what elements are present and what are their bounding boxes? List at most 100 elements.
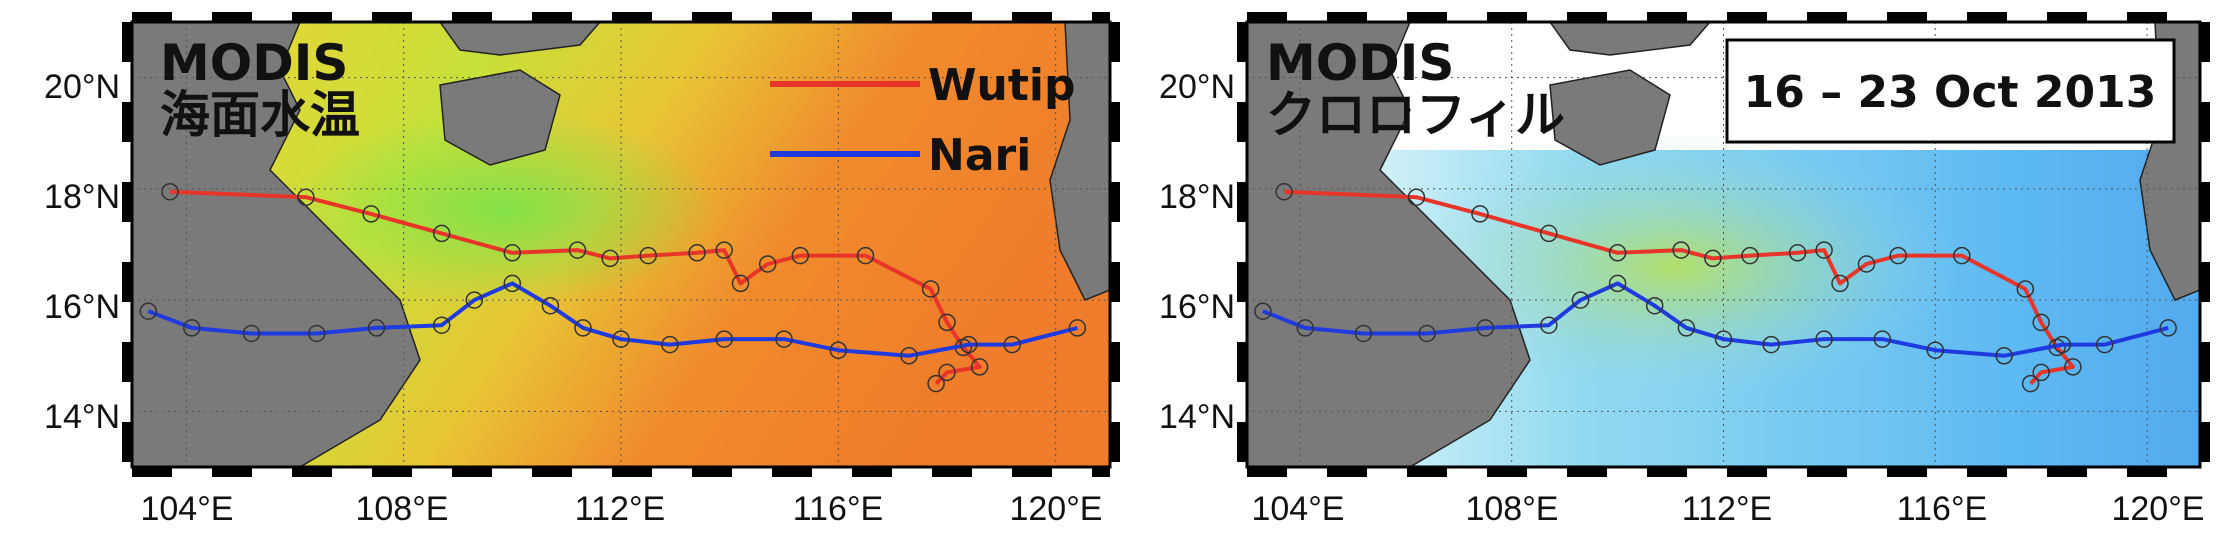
border-tick (1237, 22, 1247, 62)
track-position-marker (1815, 330, 1833, 348)
border-tick (1567, 467, 1607, 477)
track-position-marker (574, 319, 592, 337)
border-tick (1327, 12, 1367, 22)
track-position-marker (1926, 341, 1945, 359)
border-tick (1247, 467, 1287, 477)
track-position-marker (1645, 296, 1664, 315)
border-tick (212, 12, 252, 22)
border-tick (932, 467, 972, 477)
border-tick (692, 12, 732, 22)
x-tick-label: 120°E (2111, 490, 2204, 528)
track-position-marker (1831, 274, 1849, 293)
border-tick (1727, 12, 1767, 22)
land-indochina (1247, 22, 1531, 467)
land-indochina (132, 22, 421, 467)
panel-title-line2: 海面水温 (160, 86, 360, 144)
date-box-frame (1725, 38, 2176, 144)
track-position-marker (161, 182, 179, 201)
border-tick (1727, 467, 1767, 477)
track-position-marker (900, 347, 918, 365)
typhoon-tracks (1254, 182, 2177, 393)
track-position-marker (970, 358, 989, 376)
border-tick (1327, 467, 1367, 477)
track-position-marker (1068, 319, 1087, 337)
x-tick-label: 108°E (355, 490, 448, 528)
border-tick (1237, 182, 1247, 222)
typhoon-tracks (139, 182, 1087, 393)
border-tick (772, 12, 812, 22)
track-position-marker (503, 274, 522, 293)
border-tick (2047, 12, 2087, 22)
border-tick (1012, 467, 1052, 477)
track-position-marker (938, 313, 956, 332)
y-tick-label: 16°N (44, 288, 120, 326)
border-tick (132, 467, 172, 477)
track-position-marker (2064, 358, 2082, 376)
y-tick-label: 14°N (44, 398, 120, 436)
border-tick (1407, 12, 1447, 22)
land-hainan (439, 69, 561, 166)
x-tick-label: 104°E (1251, 490, 1344, 528)
track-position-marker (1704, 249, 1722, 268)
map-border-ticks (1237, 12, 2210, 477)
border-tick (532, 12, 572, 22)
x-axis-labels: 104°E 108°E 112°E 116°E 120°E (140, 490, 1102, 528)
y-tick-label: 18°N (44, 178, 120, 216)
border-tick (612, 12, 652, 22)
border-tick (2200, 182, 2210, 222)
track-position-marker (2032, 363, 2050, 382)
border-tick (122, 102, 132, 142)
x-tick-label: 104°E (140, 490, 233, 528)
track-position-marker (921, 280, 940, 298)
y-tick-label: 20°N (1159, 68, 1235, 106)
gridlines (1247, 22, 2200, 467)
track-position-marker (601, 249, 619, 268)
border-tick (1967, 12, 2007, 22)
border-tick (452, 467, 492, 477)
track-position-marker (1672, 241, 1690, 259)
border-tick (122, 262, 132, 302)
track-position-marker (568, 241, 587, 259)
legend: Wutip Nari (770, 60, 1075, 181)
track-position-marker (1003, 335, 1021, 354)
track-position-marker (1540, 224, 1558, 243)
land-south-china (439, 22, 601, 56)
track-position-marker (2021, 374, 2040, 393)
border-tick (1247, 12, 1287, 22)
track-position-marker (1815, 241, 1833, 259)
track-position-marker (139, 302, 158, 320)
border-tick (1110, 342, 1120, 382)
legend-label-nari: Nari (928, 130, 1031, 181)
y-tick-label: 20°N (44, 68, 120, 106)
track-position-marker (1540, 316, 1558, 334)
track-position-marker (758, 255, 777, 273)
border-tick (1237, 422, 1247, 462)
track-position-marker (1418, 324, 1436, 343)
track-position-marker (1476, 319, 1495, 337)
border-tick (772, 467, 812, 477)
border-tick (1110, 22, 1120, 62)
track-position-marker (307, 324, 326, 343)
track-position-marker (2016, 280, 2035, 298)
x-tick-label: 120°E (1009, 490, 1102, 528)
gridlines (132, 22, 1110, 467)
track-position-marker (1889, 246, 1907, 265)
border-tick (1647, 12, 1687, 22)
border-tick (1110, 182, 1120, 222)
track-position-marker (1354, 324, 1373, 343)
border-tick (692, 467, 732, 477)
border-tick (122, 22, 132, 62)
border-tick (2200, 22, 2210, 62)
border-tick (1110, 262, 1120, 302)
border-tick (1110, 102, 1120, 142)
border-tick (452, 12, 492, 22)
border-tick (1110, 422, 1120, 462)
track-position-marker (1571, 291, 1590, 309)
border-tick (1807, 467, 1847, 477)
border-tick (122, 422, 132, 462)
land-south-china (1549, 22, 1711, 56)
border-tick (2200, 422, 2210, 462)
date-box: 16 – 23 Oct 2013 (1725, 38, 2176, 144)
border-tick (852, 12, 892, 22)
